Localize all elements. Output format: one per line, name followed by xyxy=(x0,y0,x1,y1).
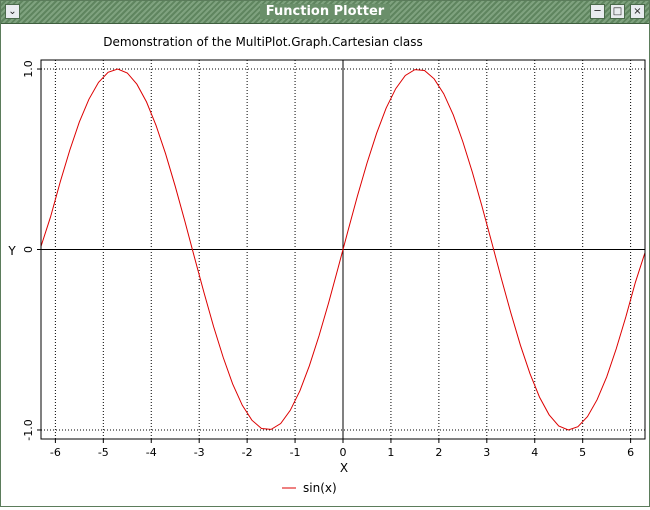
tick-labels: -6 -5 -4 -3 -2 -1 0 1 2 3 4 5 6 -1.0 0 1.0 xyxy=(22,60,634,459)
plot-area: Demonstration of the MultiPlot.Graph.Car… xyxy=(1,24,649,506)
legend-label: sin(x) xyxy=(303,481,337,495)
x-tick-label: -1 xyxy=(290,446,301,459)
x-tick-label: 0 xyxy=(340,446,347,459)
x-tick-label: -2 xyxy=(242,446,253,459)
series-group xyxy=(40,68,646,431)
title-bar[interactable]: ⌄ Function Plotter ─ □ × xyxy=(1,1,649,24)
function-chart: Demonstration of the MultiPlot.Graph.Car… xyxy=(7,35,646,495)
x-tick-label: 5 xyxy=(579,446,586,459)
chevron-down-icon[interactable]: ⌄ xyxy=(5,4,20,19)
maximize-icon[interactable]: □ xyxy=(610,4,625,19)
y-tick-label: 1.0 xyxy=(22,60,35,78)
x-tick-label: -3 xyxy=(194,446,205,459)
series-line-sin xyxy=(40,68,646,431)
minimize-icon[interactable]: ─ xyxy=(590,4,605,19)
y-axis-label: Y xyxy=(7,244,16,258)
y-tick-label: 0 xyxy=(22,246,35,253)
x-tick-label: 2 xyxy=(435,446,442,459)
window-title: Function Plotter xyxy=(1,4,649,19)
close-icon[interactable]: × xyxy=(630,4,645,19)
window-title-label: Function Plotter xyxy=(259,4,391,19)
x-axis-label: X xyxy=(340,461,348,475)
x-tick-label: 6 xyxy=(627,446,634,459)
y-tick-label: -1.0 xyxy=(22,419,35,440)
x-tick-label: 1 xyxy=(387,446,394,459)
x-tick-label: -5 xyxy=(98,446,109,459)
chart-title: Demonstration of the MultiPlot.Graph.Car… xyxy=(103,35,422,49)
plot-frame xyxy=(40,59,646,440)
x-tick-label: 4 xyxy=(531,446,538,459)
legend: sin(x) xyxy=(282,481,337,495)
x-tick-label: 3 xyxy=(483,446,490,459)
x-tick-label: -6 xyxy=(50,446,61,459)
x-tick-label: -4 xyxy=(146,446,157,459)
